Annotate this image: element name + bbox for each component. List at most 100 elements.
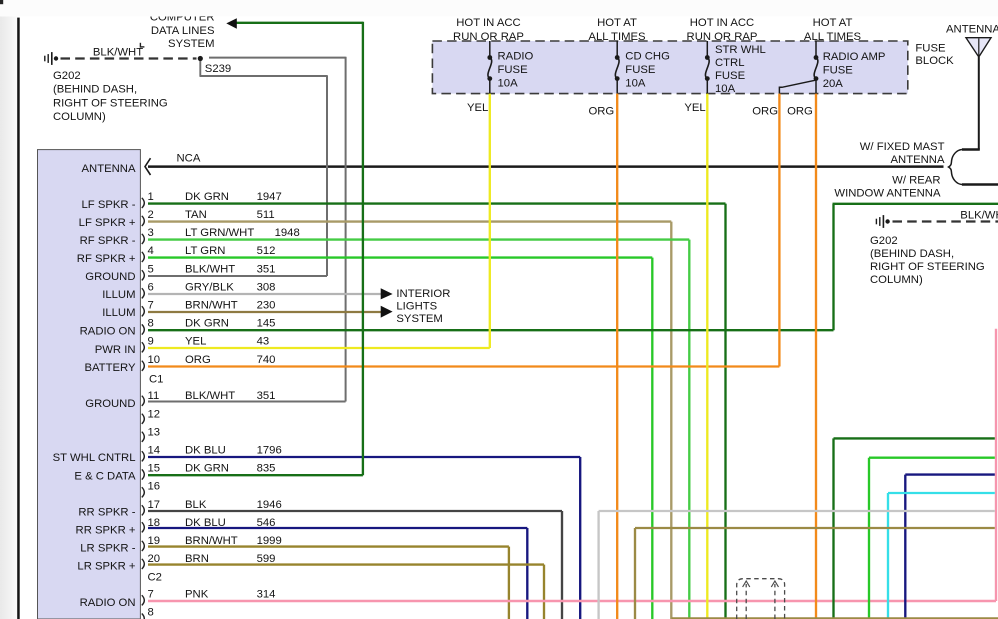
svg-text:43: 43 [257,336,270,348]
svg-text:PWR IN: PWR IN [95,344,136,356]
svg-text:ORG: ORG [787,106,813,118]
svg-text:10A: 10A [625,77,646,89]
svg-text:ALL TIMES: ALL TIMES [588,31,646,43]
svg-text:ORG: ORG [185,354,211,366]
svg-text:W/ FIXED MAST: W/ FIXED MAST [860,141,945,153]
svg-text:ORG: ORG [752,106,778,118]
svg-text:RUN OR RAP: RUN OR RAP [687,31,758,43]
svg-text:GROUND: GROUND [85,271,135,283]
svg-text:10A: 10A [715,83,736,95]
svg-text:W/ REAR: W/ REAR [892,175,940,187]
svg-text:ST WHL CNTRL: ST WHL CNTRL [53,452,136,464]
svg-text:COLUMN): COLUMN) [53,111,106,123]
svg-text:(BEHIND DASH,: (BEHIND DASH, [870,248,954,260]
svg-text:STR WHL: STR WHL [715,44,766,56]
svg-text:ILLUM: ILLUM [102,307,135,319]
svg-text:546: 546 [257,517,276,529]
svg-text:BLOCK: BLOCK [915,55,954,67]
svg-text:E & C DATA: E & C DATA [74,470,136,482]
svg-text:FUSE: FUSE [715,70,746,82]
svg-text:LF SPKR -: LF SPKR - [82,199,136,211]
svg-text:15: 15 [148,463,161,475]
svg-text:BLK/WHT: BLK/WHT [93,47,143,59]
svg-text:CTRL: CTRL [715,57,745,69]
svg-text:G202: G202 [870,235,898,247]
svg-text:DK GRN: DK GRN [185,191,229,203]
svg-text:20A: 20A [823,78,844,90]
svg-text:1946: 1946 [257,499,282,511]
svg-text:BRN/WHT: BRN/WHT [185,300,238,312]
svg-text:14: 14 [148,445,161,457]
svg-text:YEL: YEL [467,102,488,114]
svg-text:C1: C1 [149,373,163,385]
svg-text:S239: S239 [205,63,231,75]
svg-text:(BEHIND DASH,: (BEHIND DASH, [53,84,137,96]
svg-text:HOT AT: HOT AT [597,17,637,29]
svg-text:INTERIOR: INTERIOR [396,288,450,300]
svg-text:FUSE: FUSE [625,64,656,76]
svg-text:LR SPKR -: LR SPKR - [80,543,135,555]
svg-text:YEL: YEL [684,102,705,114]
svg-text:7: 7 [148,588,154,600]
svg-text:1999: 1999 [257,535,282,547]
svg-text:PNK: PNK [185,588,209,600]
svg-text:RADIO: RADIO [498,51,534,63]
svg-text:512: 512 [257,245,276,257]
svg-text:7: 7 [148,300,154,312]
svg-text:13: 13 [148,426,161,438]
svg-text:DK BLU: DK BLU [185,517,226,529]
svg-text:COLUMN): COLUMN) [870,274,923,286]
svg-text:YEL: YEL [185,336,206,348]
svg-text:FUSE: FUSE [823,64,854,76]
svg-text:RADIO ON: RADIO ON [80,326,136,338]
svg-text:11: 11 [148,390,160,402]
svg-text:RADIO AMP: RADIO AMP [823,51,886,63]
svg-text:5: 5 [148,263,154,275]
svg-text:WINDOW ANTENNA: WINDOW ANTENNA [834,188,941,200]
svg-text:4: 4 [148,245,154,257]
svg-text:CD CHG: CD CHG [625,51,670,63]
svg-text:RIGHT OF STEERING: RIGHT OF STEERING [870,261,985,273]
svg-text:230: 230 [257,300,276,312]
svg-text:20: 20 [148,553,161,565]
svg-text:1948: 1948 [275,227,300,239]
svg-text:ILLUM: ILLUM [102,289,135,301]
svg-text:351: 351 [257,263,276,275]
svg-text:351: 351 [257,390,276,402]
svg-text:599: 599 [257,553,276,565]
svg-text:FUSE: FUSE [915,43,946,55]
svg-text:LIGHTS: LIGHTS [396,301,437,313]
svg-text:GRY/BLK: GRY/BLK [185,281,234,293]
svg-text:RF SPKR -: RF SPKR - [80,235,136,247]
svg-text:RADIO ON: RADIO ON [80,597,136,609]
svg-text:835: 835 [257,463,276,475]
svg-text:740: 740 [257,354,276,366]
svg-text:RUN OR RAP: RUN OR RAP [453,31,524,43]
svg-text:145: 145 [257,318,276,330]
svg-text:HOT AT: HOT AT [813,17,853,29]
svg-text:BLK/WHT: BLK/WHT [185,390,235,402]
svg-text:ALL TIMES: ALL TIMES [804,31,862,43]
svg-text:SYSTEM: SYSTEM [396,313,442,325]
svg-text:BLK: BLK [185,499,207,511]
svg-text:BATTERY: BATTERY [84,362,136,374]
svg-text:BRN/WHT: BRN/WHT [185,535,238,547]
svg-text:GROUND: GROUND [85,398,135,410]
svg-text:6: 6 [148,281,154,293]
svg-text:19: 19 [148,535,161,547]
svg-text:LF SPKR +: LF SPKR + [79,217,136,229]
svg-text:HOT IN ACC: HOT IN ACC [690,17,754,29]
svg-text:RR SPKR +: RR SPKR + [76,525,136,537]
svg-text:C2: C2 [148,571,162,583]
svg-text:12: 12 [148,408,161,420]
svg-text:10: 10 [148,354,161,366]
svg-text:DK BLU: DK BLU [185,445,226,457]
svg-text:308: 308 [257,281,276,293]
svg-text:1: 1 [148,191,154,203]
svg-text:ORG: ORG [588,106,614,118]
svg-text:ANTENNA: ANTENNA [891,154,945,166]
svg-text:NCA: NCA [177,153,201,165]
svg-text:10A: 10A [498,77,519,89]
svg-text:DK GRN: DK GRN [185,318,229,330]
svg-text:1796: 1796 [257,445,282,457]
